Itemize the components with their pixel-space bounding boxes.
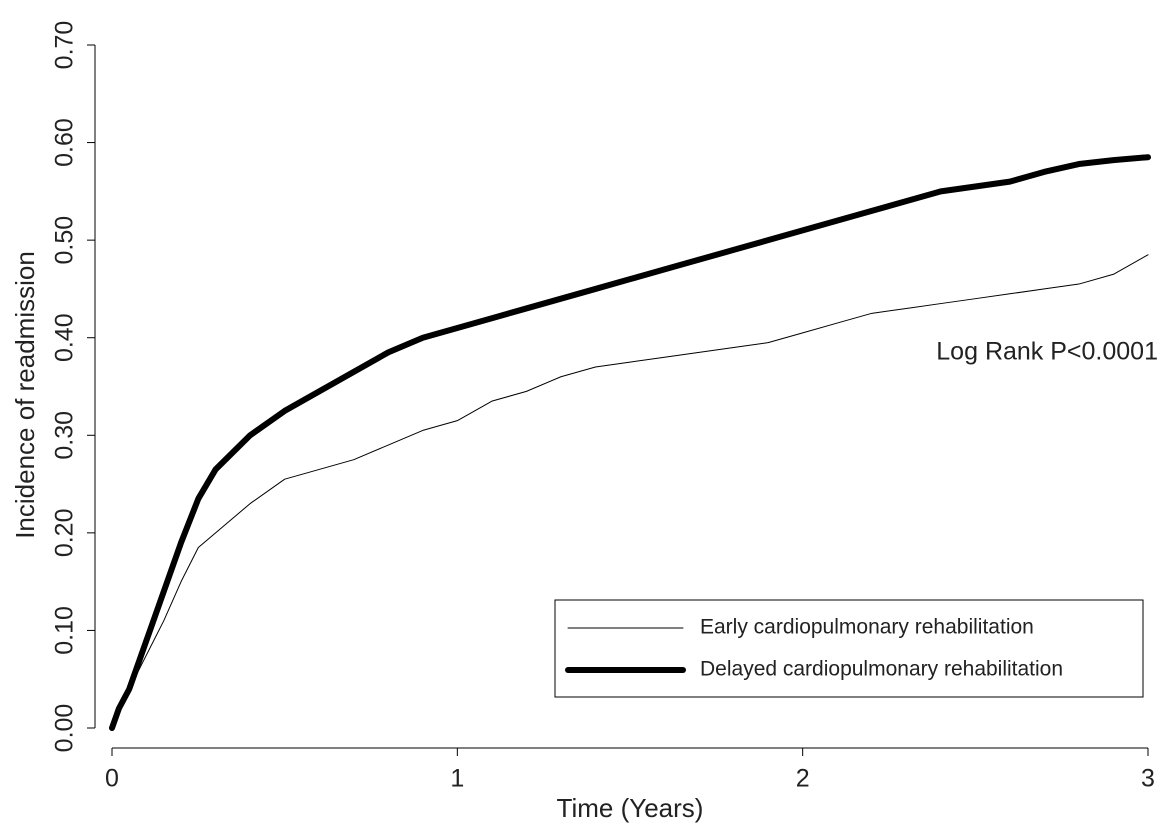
y-tick-label: 0.70: [51, 21, 79, 70]
x-axis-label: Time (Years): [557, 793, 704, 823]
x-tick-label: 1: [450, 765, 464, 793]
series-line: [109, 154, 1151, 731]
y-tick-label: 0.40: [51, 313, 79, 362]
legend-label: Delayed cardiopulmonary rehabilitation: [700, 658, 1063, 681]
x-tick-label: 3: [1141, 765, 1155, 793]
series-line: [111, 254, 1149, 729]
y-tick-label: 0.20: [51, 509, 79, 558]
legend-label: Early cardiopulmonary rehabilitation: [700, 616, 1034, 639]
y-tick-label: 0.30: [51, 411, 79, 460]
y-axis-label: Incidence of readmission: [10, 251, 40, 539]
y-tick-label: 0.10: [51, 606, 79, 655]
y-tick-label: 0.60: [51, 118, 79, 167]
annotation: Log Rank P<0.0001: [936, 338, 1158, 366]
y-tick-label: 0.00: [51, 704, 79, 753]
legend-box: [554, 599, 1144, 698]
x-tick-label: 2: [796, 765, 810, 793]
y-tick-label: 0.50: [51, 216, 79, 265]
x-tick-label: 0: [105, 765, 119, 793]
